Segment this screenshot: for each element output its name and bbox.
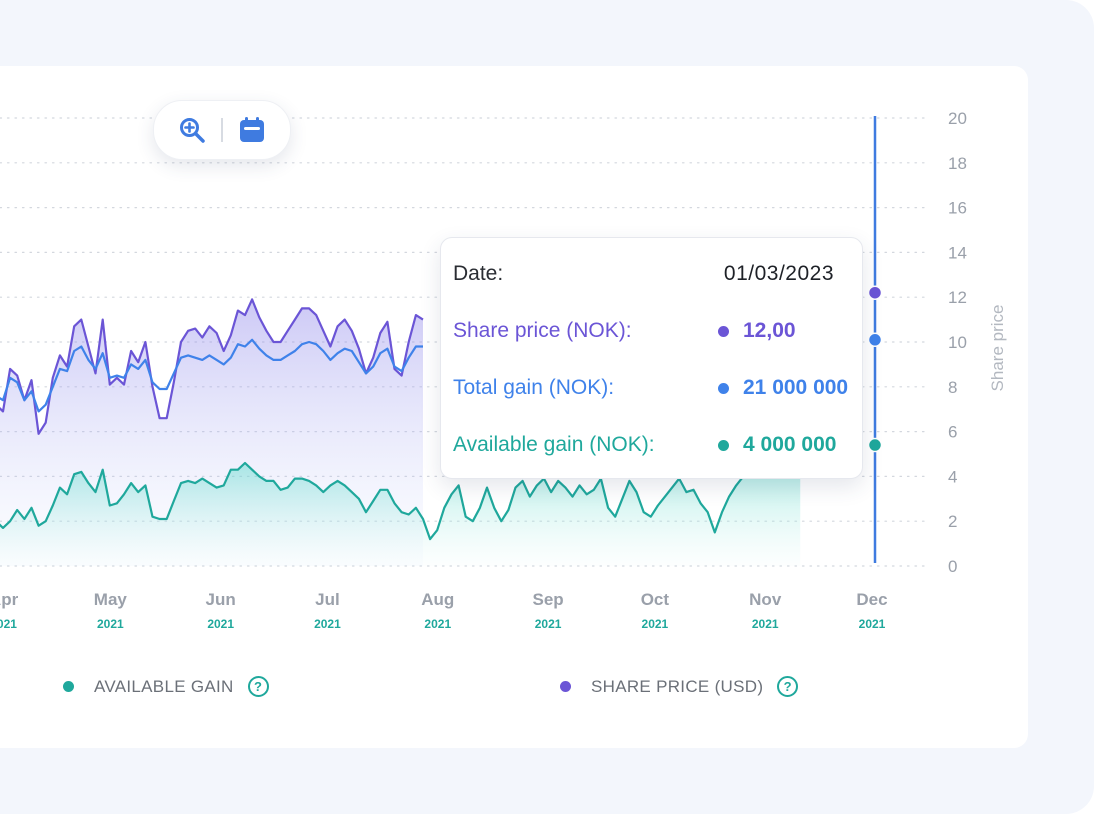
x-tick-year: 2021	[0, 617, 17, 631]
share-price-dot	[718, 325, 729, 337]
x-tick-year: 2021	[859, 617, 886, 631]
y-tick-label: 14	[948, 243, 967, 262]
x-tick-year: 2021	[314, 617, 341, 631]
y-tick-label: 6	[948, 423, 957, 442]
tooltip-row-share-price: Share price (NOK): 12,00	[453, 316, 858, 346]
data-tooltip: Date: 01/03/2023 Share price (NOK): 12,0…	[440, 237, 863, 479]
tooltip-date-label: Date:	[453, 262, 504, 285]
help-icon[interactable]: ?	[777, 676, 799, 697]
series-line	[0, 441, 801, 541]
zoom-in-icon	[180, 118, 205, 143]
toolbar-divider	[221, 118, 223, 142]
series-group	[0, 298, 801, 566]
series-area	[0, 442, 801, 566]
help-icon[interactable]: ?	[247, 676, 269, 697]
y-axis: 0 2 4 6 8 10 12 14 16 18 20	[948, 109, 967, 576]
x-tick-year: 2021	[424, 617, 451, 631]
y-tick-label: 2	[948, 512, 957, 531]
x-tick-month: Dec	[856, 590, 887, 609]
y-tick-label: 4	[948, 467, 957, 486]
legend-item-available-gain[interactable]: AVAILABLE GAIN ?	[63, 676, 269, 697]
tooltip-row-available-gain: Available gain (NOK): 4 000 000	[453, 430, 858, 460]
tooltip-row-date: Date: 01/03/2023	[453, 259, 858, 289]
legend-item-share-price[interactable]: SHARE PRICE (USD) ?	[560, 676, 799, 697]
x-tick-year: 2021	[207, 617, 234, 631]
tooltip-available-gain-label: Available gain (NOK):	[453, 433, 655, 456]
y-tick-label: 8	[948, 378, 957, 397]
y-axis-title: Share price	[988, 305, 1007, 392]
tooltip-total-gain-value-wrap: 21 000 000	[718, 376, 858, 400]
series-line	[0, 338, 423, 413]
tooltip-total-gain-value: 21 000 000	[743, 376, 849, 399]
tooltip-row-total-gain: Total gain (NOK): 21 000 000	[453, 373, 858, 403]
y-tick-label: 10	[948, 333, 967, 352]
chart-toolbar	[153, 100, 291, 160]
crosshair-point	[867, 332, 883, 348]
legend-dot-available-gain	[63, 681, 74, 692]
x-axis: Apr 2021 May 2021 Jun 2021 Jul 2021 Aug 2021 Sep 20…	[0, 590, 888, 631]
tooltip-available-gain-value-wrap: 4 000 000	[718, 433, 858, 457]
x-tick-year: 2021	[97, 617, 124, 631]
x-tick-month: Aug	[421, 590, 454, 609]
tooltip-share-price-label: Share price (NOK):	[453, 319, 632, 342]
legend-label-share-price: SHARE PRICE (USD)	[591, 676, 764, 696]
y-tick-label: 16	[948, 199, 967, 218]
x-tick-year: 2021	[535, 617, 562, 631]
y-tick-label: 0	[948, 557, 957, 576]
y-tick-label: 20	[948, 109, 967, 128]
tooltip-date-value: 01/03/2023	[723, 262, 834, 285]
x-tick-month: Oct	[641, 590, 670, 609]
x-tick-month: Jun	[206, 590, 236, 609]
tooltip-share-price-value-wrap: 12,00	[718, 319, 858, 343]
x-tick-month: May	[94, 590, 128, 609]
crosshair-point	[867, 437, 883, 453]
total-gain-dot	[718, 382, 729, 394]
y-tick-label: 18	[948, 154, 967, 173]
crosshair-points	[867, 285, 883, 453]
calendar-icon	[240, 117, 264, 142]
x-tick-year: 2021	[642, 617, 669, 631]
zoom-button[interactable]	[177, 115, 207, 145]
y-tick-label: 12	[948, 288, 967, 307]
available-gain-dot	[718, 439, 729, 451]
tooltip-total-gain-label: Total gain (NOK):	[453, 376, 615, 399]
crosshair-point	[867, 285, 883, 300]
legend-dot-share-price	[560, 681, 571, 692]
legend-label-available-gain: AVAILABLE GAIN	[94, 676, 234, 696]
tooltip-available-gain-value: 4 000 000	[743, 433, 837, 456]
x-tick-month: Jul	[315, 590, 340, 609]
x-tick-year: 2021	[752, 617, 779, 631]
tooltip-share-price-value: 12,00	[743, 319, 796, 342]
calendar-button[interactable]	[237, 115, 267, 145]
x-tick-month: Apr	[0, 590, 19, 609]
x-tick-month: Nov	[749, 590, 782, 609]
x-tick-month: Sep	[533, 590, 564, 609]
series-line	[0, 298, 424, 435]
